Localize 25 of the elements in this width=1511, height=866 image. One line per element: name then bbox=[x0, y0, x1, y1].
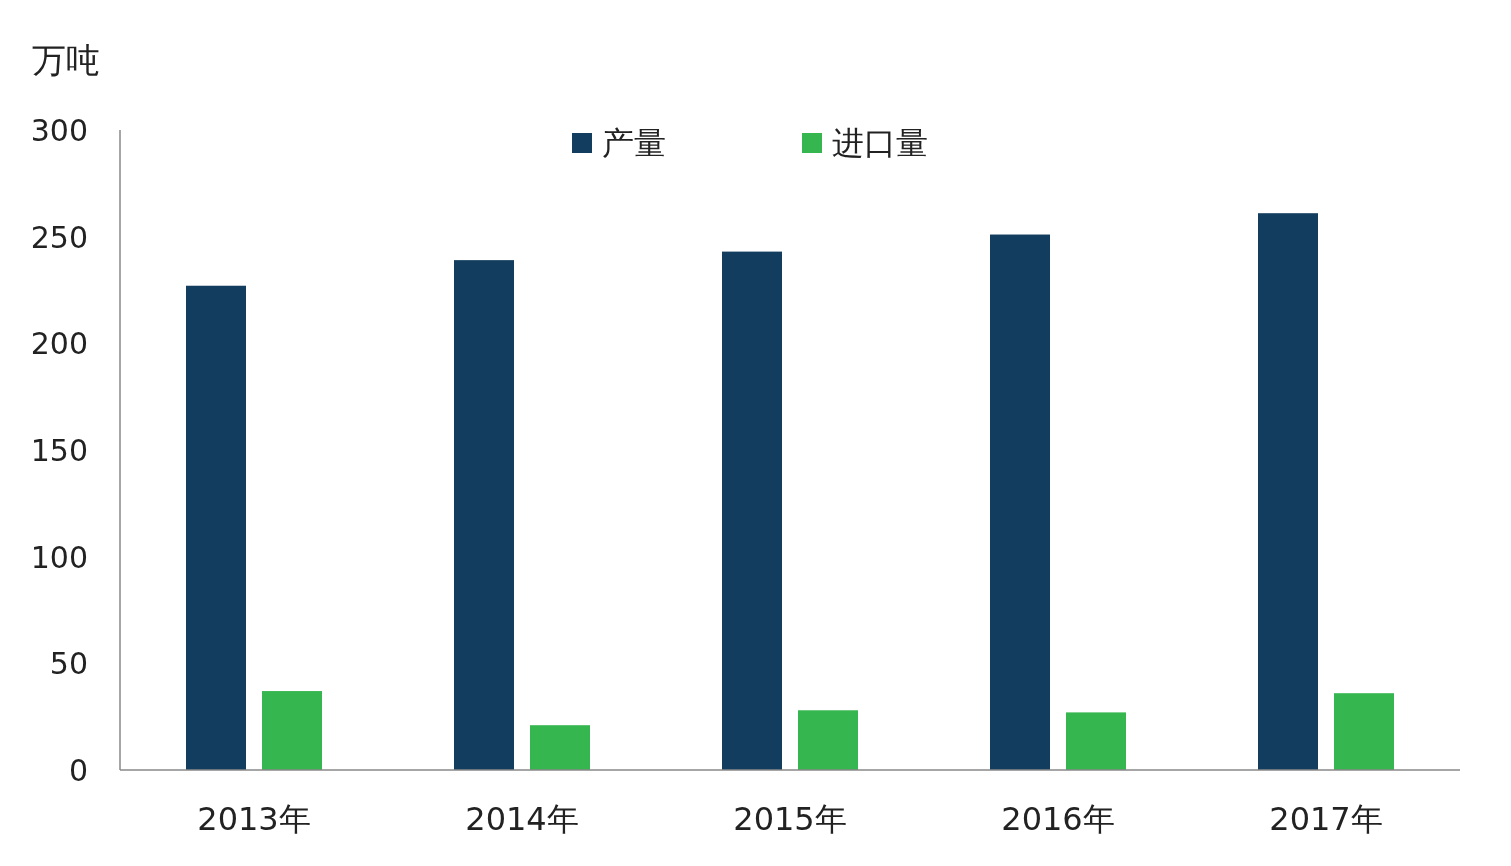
bar bbox=[990, 234, 1050, 770]
legend-label: 产量 bbox=[602, 124, 666, 162]
x-tick-label: 2016年 bbox=[1001, 800, 1115, 838]
y-tick-label: 200 bbox=[30, 326, 88, 362]
y-tick-label: 250 bbox=[30, 219, 88, 255]
x-tick-label: 2013年 bbox=[197, 800, 311, 838]
x-tick-label: 2015年 bbox=[733, 800, 847, 838]
y-axis-title: 万吨 bbox=[32, 40, 100, 80]
y-tick-label: 150 bbox=[30, 433, 88, 468]
bar bbox=[454, 260, 514, 770]
y-tick-label: 300 bbox=[30, 113, 88, 148]
x-tick-label: 2017年 bbox=[1269, 800, 1383, 838]
bar bbox=[186, 285, 246, 770]
bar bbox=[1258, 213, 1318, 770]
bar bbox=[798, 710, 858, 770]
y-tick-label: 50 bbox=[49, 646, 88, 682]
bar bbox=[722, 251, 782, 770]
legend-label: 进口量 bbox=[832, 124, 928, 162]
y-tick-label: 0 bbox=[68, 753, 88, 788]
bar bbox=[262, 691, 322, 770]
bar bbox=[530, 725, 590, 770]
x-tick-label: 2014年 bbox=[465, 800, 579, 838]
y-tick-label: 100 bbox=[30, 539, 88, 575]
bar bbox=[1066, 712, 1126, 770]
bar bbox=[1334, 693, 1394, 770]
